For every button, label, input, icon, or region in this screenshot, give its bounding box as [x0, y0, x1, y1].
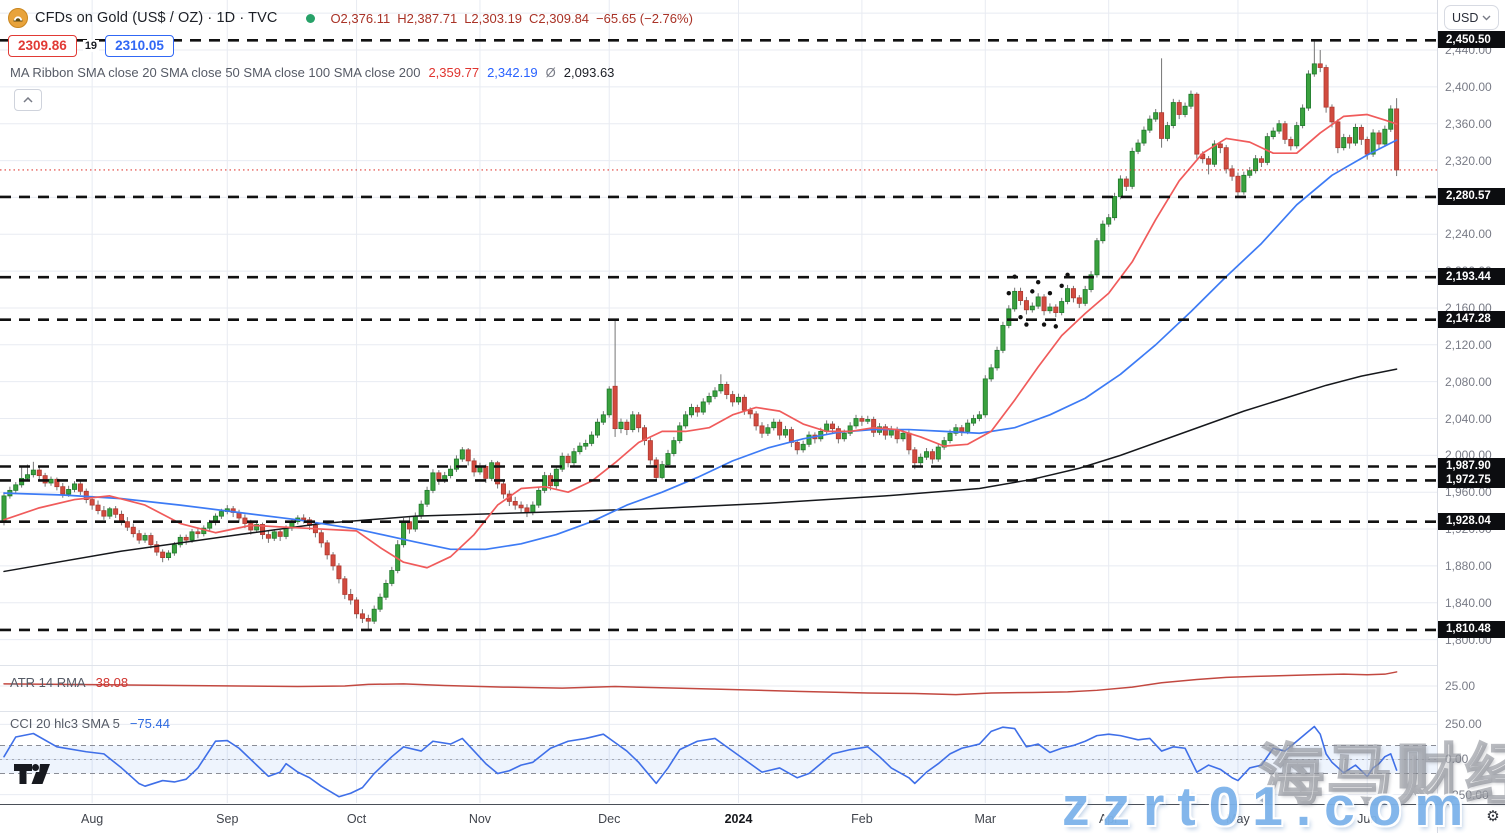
price-chart[interactable]: [0, 0, 1437, 805]
currency-toggle-usd[interactable]: USD: [1444, 5, 1499, 30]
level-price-label: 1,987.90: [1438, 457, 1505, 475]
symbol-title: CFDs on Gold (US$ / OZ) · 1D · TVC: [35, 10, 278, 26]
atr-legend[interactable]: ATR 14 RMA 38.08: [10, 675, 128, 690]
currency-label: USD: [1452, 10, 1479, 25]
time-axis-label: Feb: [851, 812, 873, 826]
low-value: L2,303.19: [464, 10, 523, 26]
close-value: C2,309.84: [529, 10, 590, 26]
time-axis-label: Mar: [974, 812, 997, 826]
ma-ribbon-legend[interactable]: MA Ribbon SMA close 20 SMA close 50 SMA …: [10, 65, 614, 80]
sma100-hidden-icon: Ø: [545, 65, 556, 80]
cci-tick-label: −250.00: [1445, 787, 1489, 802]
level-price-label: 2,193.44: [1438, 268, 1505, 286]
symbol-legend[interactable]: CFDs on Gold (US$ / OZ) · 1D · TVC O2,37…: [8, 7, 693, 29]
atr-value: 38.08: [95, 675, 129, 690]
price-tick-label: 1,840.00: [1445, 595, 1492, 610]
axis-settings-gear-icon[interactable]: ⚙: [1482, 805, 1504, 827]
price-tick-label: 1,960.00: [1445, 485, 1492, 500]
cci-label: CCI 20 hlc3 SMA 5: [10, 716, 120, 731]
price-tick-label: 2,360.00: [1445, 116, 1492, 131]
change-value: −65.65 (−2.76%): [596, 10, 693, 26]
time-axis-label: 2024: [724, 812, 753, 826]
bid-button[interactable]: 2309.86: [8, 35, 77, 57]
atr-tick-label: 25.00: [1445, 679, 1476, 693]
ask-button[interactable]: 2310.05: [105, 35, 174, 57]
price-tick-label: 2,400.00: [1445, 79, 1492, 94]
gold-symbol-icon: [8, 8, 28, 28]
price-tick-label: 2,240.00: [1445, 227, 1492, 242]
legend-collapse-button[interactable]: [14, 89, 42, 111]
chevron-down-icon: [1482, 15, 1491, 20]
time-axis-label: Jun: [1357, 812, 1378, 826]
level-price-label: 2,280.57: [1438, 187, 1505, 205]
price-tick-label: 1,880.00: [1445, 558, 1492, 573]
level-price-label: 1,928.04: [1438, 512, 1505, 530]
price-tick-label: 2,040.00: [1445, 411, 1492, 426]
ma-ribbon-label: MA Ribbon SMA close 20 SMA close 50 SMA …: [10, 65, 421, 80]
level-price-label: 1,972.75: [1438, 471, 1505, 489]
quote-row: 2309.86 19 2310.05: [8, 35, 174, 57]
time-axis-separator: [0, 804, 1505, 805]
level-price-label: 2,147.28: [1438, 310, 1505, 328]
cci-legend[interactable]: CCI 20 hlc3 SMA 5 −75.44: [10, 716, 170, 731]
price-axis[interactable]: 2,480.002,440.002,400.002,360.002,320.00…: [1437, 0, 1505, 833]
price-tick-label: 2,320.00: [1445, 153, 1492, 168]
cci-value: −75.44: [129, 716, 170, 731]
price-tick-label: 2,120.00: [1445, 337, 1492, 352]
time-axis[interactable]: Aug Sep Oct Nov Dec 2024 Feb Mar Apr May Jun: [0, 805, 1437, 833]
time-axis-label: Sep: [216, 812, 239, 826]
open-value: O2,376.11: [330, 10, 391, 26]
chevron-up-icon: [23, 97, 33, 103]
time-axis-label: May: [1226, 812, 1250, 826]
time-axis-label: Dec: [598, 812, 621, 826]
level-price-label: 2,450.50: [1438, 31, 1505, 49]
high-value: H2,387.71: [397, 10, 458, 26]
sma20-value: 2,359.77: [428, 65, 480, 80]
ohlc-values: O2,376.11 H2,387.71 L2,303.19 C2,309.84 …: [330, 11, 692, 26]
spread-value: 19: [82, 40, 100, 52]
sma200-value: 2,093.63: [563, 65, 615, 80]
sma50-value: 2,342.19: [487, 65, 538, 80]
time-axis-label: Oct: [346, 812, 367, 826]
tradingview-logo[interactable]: [13, 762, 51, 786]
level-price-label: 1,810.48: [1438, 620, 1505, 638]
cci-tick-label: 250.00: [1445, 717, 1482, 732]
time-axis-label: Apr: [1098, 812, 1119, 826]
time-axis-label: Nov: [468, 812, 492, 826]
time-axis-label: Aug: [81, 812, 104, 826]
price-tick-label: 2,080.00: [1445, 374, 1492, 389]
cci-tick-label: 0.00: [1445, 752, 1469, 767]
atr-label: ATR 14 RMA: [10, 675, 86, 690]
market-status-icon: [306, 13, 316, 23]
